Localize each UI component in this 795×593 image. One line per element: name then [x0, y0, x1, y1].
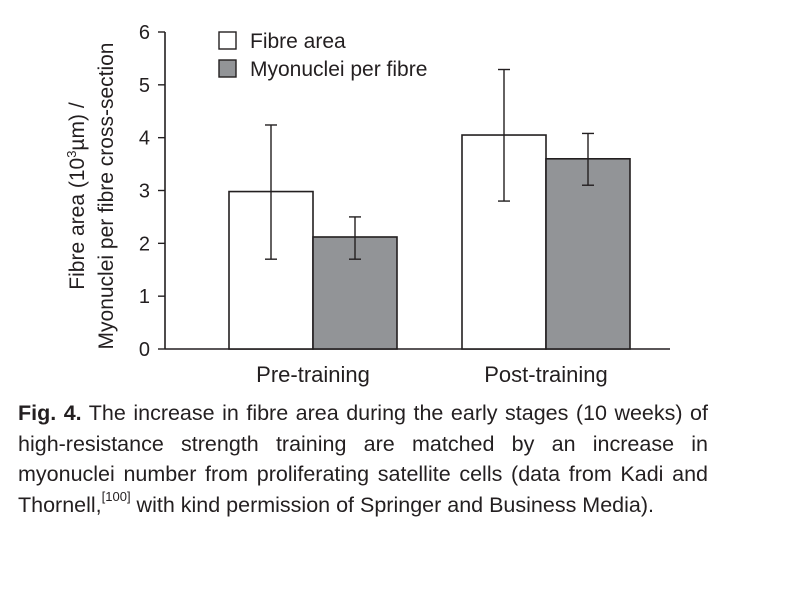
x-category-label: Post-training — [484, 362, 608, 387]
bar-chart: 0 1 2 3 4 5 6 Pre-training Post-training Fibre … — [64, 22, 670, 387]
y-tick-label: 5 — [139, 75, 150, 97]
bar — [545, 158, 631, 350]
figure-label: Fig. 4. — [18, 401, 82, 425]
y-axis-label: Fibre area (103µm) / Myonuclei per fibre… — [64, 43, 118, 350]
bars: Pre-training Post-training — [228, 68, 631, 387]
x-category-label: Pre-training — [256, 362, 370, 387]
y-tick-label: 2 — [139, 233, 150, 255]
bar — [312, 236, 398, 350]
y-tick-label: 0 — [139, 339, 150, 361]
y-tick-label: 4 — [139, 128, 150, 150]
y-axis-label-line1: Fibre area (103µm) / — [64, 102, 89, 290]
legend: Fibre area Myonuclei per fibre — [218, 30, 427, 81]
chart-svg: 0 1 2 3 4 5 6 Pre-training Post-training Fibre … — [64, 22, 670, 387]
legend-entry-label: Myonuclei per fibre — [250, 58, 427, 81]
caption-text: The increase in fibre area during the ea… — [18, 401, 708, 517]
y-tick-label: 3 — [139, 181, 150, 203]
y-axis-label-line2: Myonuclei per fibre cross-section — [95, 43, 118, 350]
y-tick-label: 1 — [139, 286, 150, 308]
legend-swatch — [218, 31, 237, 50]
caption-text-end: with kind permission of Springer and Bus… — [130, 492, 654, 517]
legend-swatch — [218, 59, 237, 78]
legend-entry-label: Fibre area — [250, 30, 346, 53]
caption-reference: [100] — [101, 489, 131, 505]
y-tick-label: 6 — [139, 22, 150, 44]
figure-caption: Fig. 4. The increase in fibre area durin… — [18, 398, 708, 520]
